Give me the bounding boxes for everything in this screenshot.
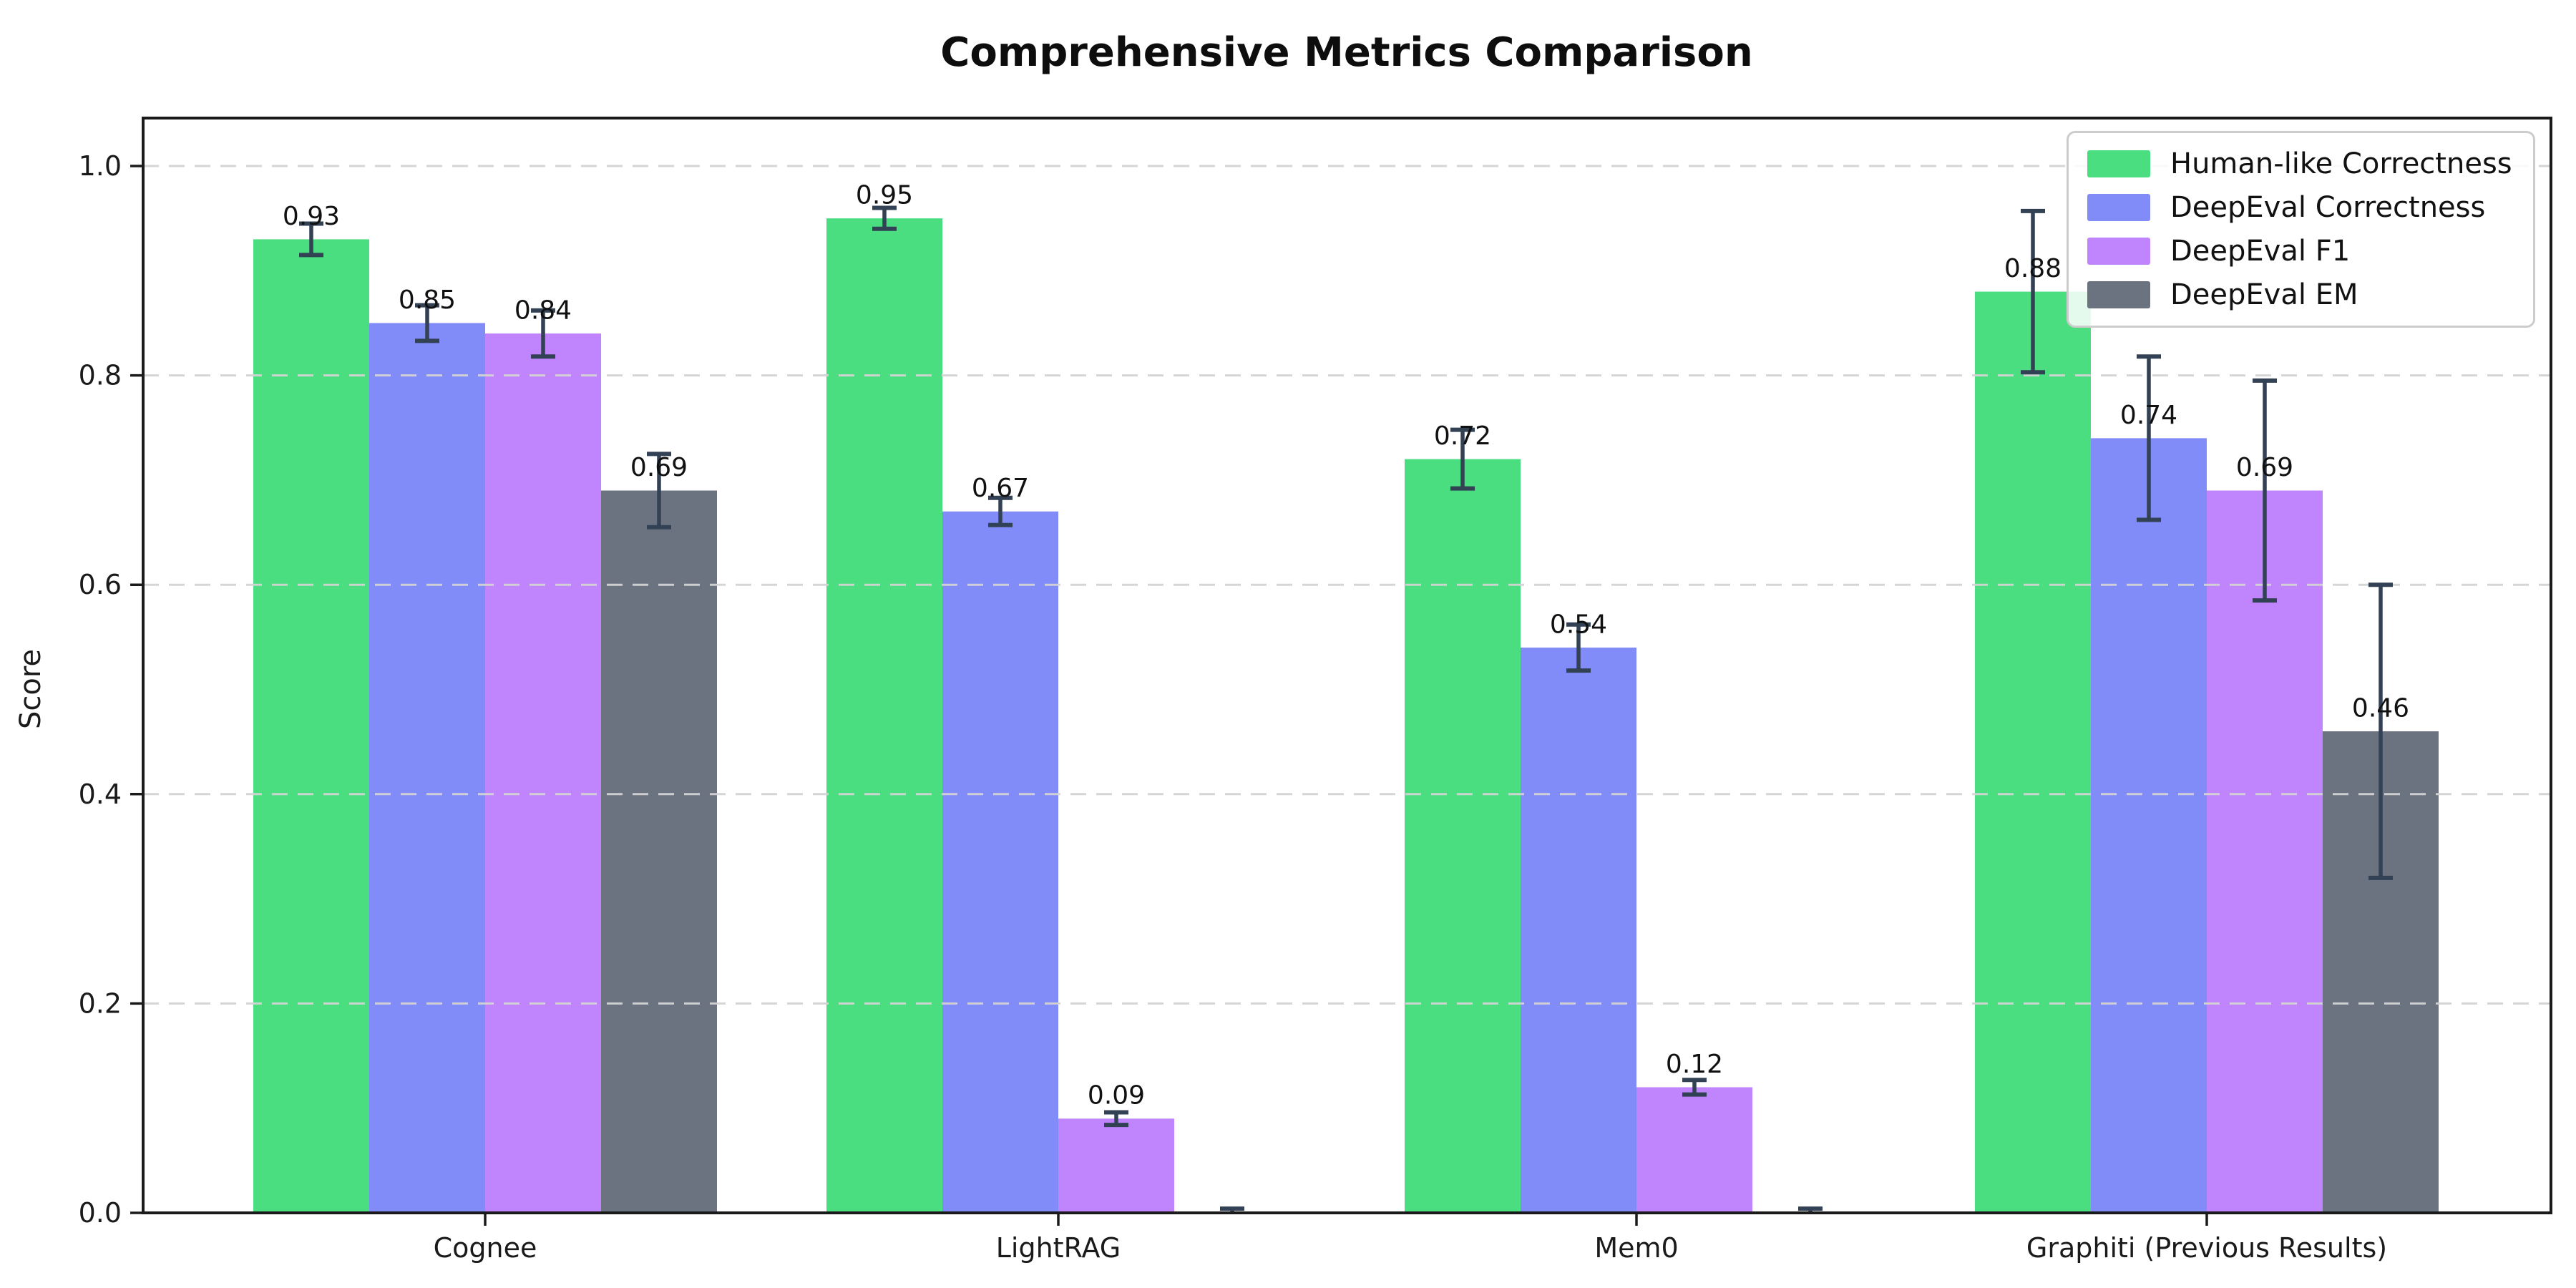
bar-value-label: 0.74 xyxy=(2120,401,2177,430)
chart-title: Comprehensive Metrics Comparison xyxy=(940,29,1752,76)
x-tick-label: Mem0 xyxy=(1594,1232,1678,1264)
y-tick-label: 1.0 xyxy=(79,150,122,182)
bar-value-label: 0.69 xyxy=(630,453,688,482)
grid-layer xyxy=(143,165,2551,1005)
bar-value-label: 0.88 xyxy=(2004,254,2062,283)
bar-mem0-series-2 xyxy=(1636,1087,1752,1213)
bar-value-label: 0.93 xyxy=(283,202,340,231)
bar-mem0-series-1 xyxy=(1521,647,1636,1213)
bar-graphiti-previous-results--series-1 xyxy=(2091,438,2207,1213)
legend-label: DeepEval F1 xyxy=(2170,235,2351,268)
x-tick-label: LightRAG xyxy=(996,1232,1121,1264)
bar-cognee-series-3 xyxy=(601,490,717,1213)
bar-graphiti-previous-results--series-0 xyxy=(1975,291,2091,1213)
bar-cognee-series-0 xyxy=(253,239,369,1213)
bar-value-label: 0.46 xyxy=(2352,693,2409,723)
axes-layer: 0.0 0.2 0.4 0.6 0.8 1.0 Cognee LightRAG Mem0 Grap… xyxy=(79,117,2552,1264)
bar-lightrag-series-0 xyxy=(826,218,942,1213)
bar-value-label: 0.85 xyxy=(399,286,456,315)
legend-item: DeepEval F1 xyxy=(2087,235,2514,268)
x-tick-label: Graphiti (Previous Results) xyxy=(2026,1232,2387,1264)
bar-value-label: 0.72 xyxy=(1434,421,1491,451)
bar-graphiti-previous-results--series-2 xyxy=(2207,490,2323,1213)
bar-cognee-series-2 xyxy=(485,333,601,1214)
bar-lightrag-series-1 xyxy=(942,511,1058,1213)
legend-label: Human-like Correctness xyxy=(2170,147,2512,180)
y-tick-label: 0.4 xyxy=(79,779,122,810)
bar-value-label: 0.84 xyxy=(514,296,572,325)
bar-value-label: 0.69 xyxy=(2236,453,2293,482)
y-tick-label: 0.6 xyxy=(79,569,122,600)
y-tick-label: 0.2 xyxy=(79,987,122,1019)
legend-swatch-human-like-correctness xyxy=(2087,150,2150,177)
bars-layer xyxy=(253,218,2439,1214)
legend: Human-like Correctness DeepEval Correctne… xyxy=(2067,131,2535,328)
bar-value-label: 0.67 xyxy=(972,474,1029,503)
legend-item: Human-like Correctness xyxy=(2087,147,2514,180)
bar-value-label: 0.95 xyxy=(856,181,913,210)
y-tick-label: 0.8 xyxy=(79,360,122,391)
legend-swatch-deepeval-correctness xyxy=(2087,194,2150,221)
bar-value-label: 0.09 xyxy=(1088,1081,1145,1111)
legend-item: DeepEval EM xyxy=(2087,278,2514,311)
bar-mem0-series-0 xyxy=(1405,459,1521,1213)
x-tick-label: Cognee xyxy=(434,1232,537,1264)
legend-swatch-deepeval-em xyxy=(2087,281,2150,308)
bar-cognee-series-1 xyxy=(369,323,485,1214)
bar-lightrag-series-2 xyxy=(1058,1118,1174,1213)
legend-swatch-deepeval-f1 xyxy=(2087,238,2150,265)
plot-border xyxy=(142,117,2552,1214)
error-bars-layer xyxy=(299,205,2393,1213)
value-labels-layer: 0.93 0.95 0.72 0.88 0.85 0.67 0.54 0.74 0.84 0.09… xyxy=(283,181,2409,1111)
y-axis-label: Score xyxy=(14,649,47,729)
legend-item: DeepEval Correctness xyxy=(2087,191,2514,224)
y-tick-label: 0.0 xyxy=(79,1197,122,1229)
legend-label: DeepEval EM xyxy=(2170,278,2358,311)
legend-label: DeepEval Correctness xyxy=(2170,191,2486,224)
bar-value-label: 0.54 xyxy=(1550,610,1607,639)
bar-value-label: 0.12 xyxy=(1666,1050,1723,1079)
